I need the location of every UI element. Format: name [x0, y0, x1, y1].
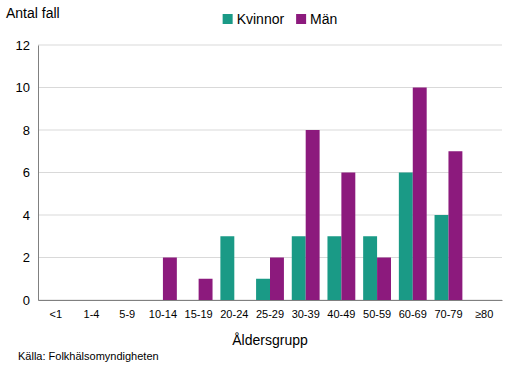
tick-label: 2: [23, 250, 30, 265]
bar: [413, 88, 427, 301]
bar: [448, 151, 462, 300]
bar: [377, 258, 391, 301]
axis-line: [39, 300, 503, 301]
bar: [306, 130, 320, 300]
tick-label: <1: [50, 308, 63, 320]
tick: ≥80: [475, 300, 493, 320]
grid-line: [38, 45, 502, 46]
grid-line: [38, 215, 502, 216]
tick-label: 50-59: [363, 308, 391, 320]
y-axis-title: Antal fall: [6, 5, 60, 21]
legend: Kvinnor Män: [223, 11, 338, 27]
bar: [270, 258, 284, 301]
tick-label: 5-9: [119, 308, 135, 320]
tick: 4: [23, 208, 38, 223]
x-axis-title: Åldersgrupp: [232, 332, 308, 348]
plot: 0 2 4 6 8 10 12 <1 1-4 5-9 10-14 15-19 20-24 25-29 30-…: [16, 38, 503, 320]
tick-label: 4: [23, 208, 30, 223]
tick: 10: [16, 80, 38, 95]
tick-label: 10: [16, 80, 30, 95]
bar: [113, 300, 127, 301]
tick: 70-79: [434, 300, 462, 320]
tick-label: 1-4: [84, 308, 100, 320]
tick: 2: [23, 250, 38, 265]
tick-label: 25-29: [256, 308, 284, 320]
tick-label: 6: [23, 165, 30, 180]
legend-swatch: [296, 14, 306, 24]
tick: 25-29: [256, 300, 284, 320]
bar: [292, 236, 306, 300]
tick: 12: [16, 38, 38, 53]
bar: [256, 279, 270, 300]
bar: [185, 300, 199, 301]
tick: 15-19: [185, 300, 213, 320]
bar: [435, 215, 449, 300]
bar: [399, 173, 413, 301]
bar: [234, 300, 248, 301]
bar: [42, 300, 56, 301]
legend-item: Kvinnor: [223, 11, 285, 27]
source: Källa: Folkhälsomyndigheten: [18, 350, 159, 362]
bar: [484, 300, 498, 301]
bar: [56, 300, 70, 301]
tick: 40-49: [327, 300, 355, 320]
bar: [199, 279, 213, 300]
tick-label: 40-49: [327, 308, 355, 320]
tick: 30-39: [292, 300, 320, 320]
tick: 50-59: [363, 300, 391, 320]
legend-swatch: [223, 14, 233, 24]
legend-label: Män: [310, 11, 337, 27]
tick: 1-4: [84, 300, 100, 320]
bar: [163, 258, 177, 301]
tick-label: 30-39: [292, 308, 320, 320]
tick-label: 10-14: [149, 308, 177, 320]
tick-label: 20-24: [220, 308, 248, 320]
tick-label: 12: [16, 38, 30, 53]
bar: [149, 300, 163, 301]
tick: 20-24: [220, 300, 248, 320]
tick-label: 60-69: [399, 308, 427, 320]
grid-line: [38, 87, 502, 88]
tick-label: 0: [23, 293, 30, 308]
tick-label: 15-19: [185, 308, 213, 320]
tick-label: ≥80: [475, 308, 493, 320]
grid-line: [38, 172, 502, 173]
bar: [220, 236, 234, 300]
legend-item: Män: [296, 11, 337, 27]
grid-line: [38, 130, 502, 131]
bar: [127, 300, 141, 301]
y-axis: 0 2 4 6 8 10 12: [16, 38, 39, 308]
grid: [38, 45, 502, 300]
bar: [470, 300, 484, 301]
bar: [78, 300, 92, 301]
axis-line: [38, 46, 39, 301]
chart: 0 2 4 6 8 10 12 <1 1-4 5-9 10-14 15-19 20-24 25-29 30-…: [0, 0, 526, 366]
tick-label: 8: [23, 123, 30, 138]
bar: [363, 236, 377, 300]
bars: [163, 88, 462, 301]
tick: <1: [50, 300, 63, 320]
tick: 5-9: [119, 300, 135, 320]
tick: 8: [23, 123, 38, 138]
bar: [341, 173, 355, 301]
tick: 60-69: [399, 300, 427, 320]
legend-label: Kvinnor: [237, 11, 285, 27]
tick: 10-14: [149, 300, 177, 320]
x-axis: <1 1-4 5-9 10-14 15-19 20-24 25-29 30-39 40-49 50…: [39, 300, 503, 320]
tick-label: 70-79: [434, 308, 462, 320]
bar: [327, 236, 341, 300]
tick: 6: [23, 165, 38, 180]
bar: [92, 300, 106, 301]
tick: 0: [23, 293, 38, 308]
series: [163, 88, 462, 301]
